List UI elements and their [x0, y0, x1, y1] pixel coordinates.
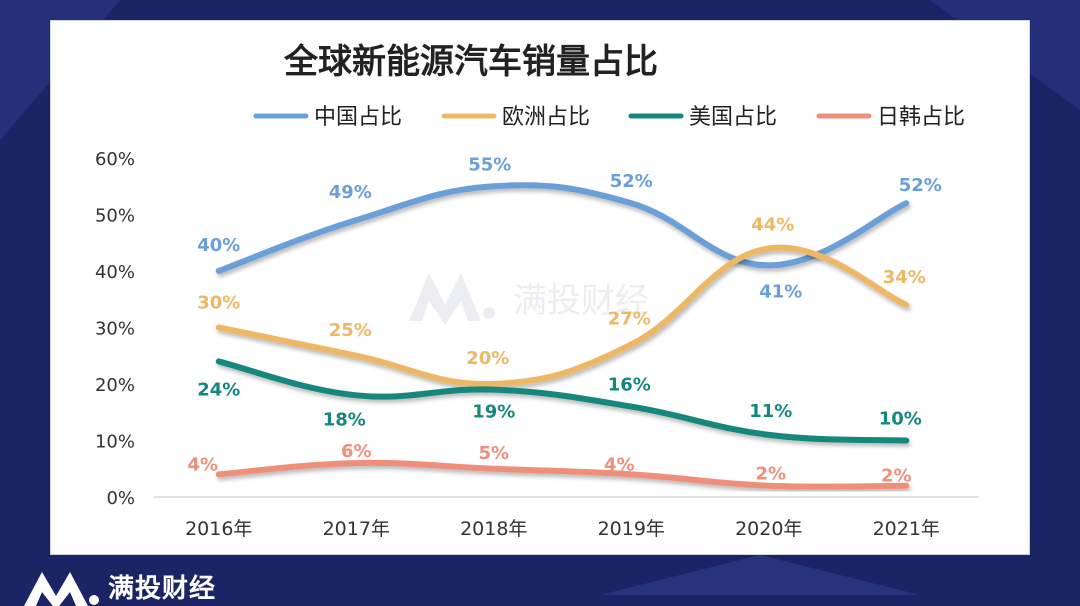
y-tick-label: 10% [95, 432, 135, 453]
legend: 中国占比 欧洲占比 美国占比 日韩占比 [253, 105, 965, 130]
line-chart: 全球新能源汽车销量占比 满投财经 中国占比 欧洲占比 美国占比 日韩占比 0% 10% 2… [95, 42, 979, 540]
watermark: 满投财经 [409, 273, 649, 325]
data-label: 52% [610, 171, 653, 192]
x-tick-label: 2021年 [873, 518, 940, 540]
data-label: 4% [604, 454, 635, 475]
x-tick-label: 2020年 [735, 518, 802, 540]
series-line [215, 244, 910, 388]
y-axis: 0% 10% 20% 30% 40% 50% 60% [95, 149, 135, 509]
legend-label: 美国占比 [689, 105, 777, 130]
data-label: 20% [466, 348, 509, 369]
x-axis: 2016年 2017年 2018年 2019年 2020年 2021年 [154, 496, 979, 540]
data-labels: 40% 49% 55% 52% 41% 52% 30% 25% 20% 27% 44% 34% 24% 1… [187, 154, 941, 486]
data-label: 16% [608, 375, 651, 396]
data-label: 27% [608, 308, 651, 329]
watermark-text: 满投财经 [513, 281, 649, 321]
x-tick-label: 2017年 [323, 518, 390, 540]
data-label: 52% [899, 175, 942, 196]
chart-title: 全球新能源汽车销量占比 [283, 42, 658, 82]
data-label: 4% [187, 454, 218, 475]
data-label: 6% [341, 441, 372, 462]
brand-footer: 满投财经 [22, 566, 216, 606]
series-lines [215, 182, 910, 490]
data-label: 49% [329, 182, 372, 203]
legend-label: 中国占比 [314, 105, 402, 130]
y-tick-label: 50% [95, 206, 135, 227]
data-label: 34% [883, 267, 926, 288]
y-tick-label: 20% [95, 375, 135, 396]
watermark-logo-icon [409, 273, 481, 325]
data-label: 30% [197, 293, 240, 314]
series-line [215, 182, 910, 274]
watermark-logo-dot [483, 307, 495, 319]
data-label: 44% [751, 214, 794, 235]
y-tick-label: 30% [95, 319, 135, 340]
data-label: 55% [468, 154, 511, 175]
data-label: 41% [759, 281, 802, 302]
data-label: 2% [881, 466, 912, 487]
y-tick-label: 0% [106, 488, 135, 509]
x-tick-label: 2016年 [185, 518, 252, 540]
brand-logo-icon [24, 572, 99, 606]
data-label: 19% [472, 402, 515, 423]
series-line [215, 459, 910, 490]
x-tick-label: 2019年 [598, 518, 665, 540]
bg-stripe-bottom [600, 555, 920, 595]
brand-name: 满投财经 [108, 573, 217, 604]
legend-label: 欧洲占比 [502, 105, 590, 130]
y-tick-label: 60% [95, 149, 135, 170]
y-tick-label: 40% [95, 262, 135, 283]
data-label: 40% [197, 235, 240, 256]
data-label: 24% [197, 379, 240, 400]
data-label: 5% [478, 443, 509, 464]
data-label: 25% [329, 320, 372, 341]
x-tick-label: 2018年 [460, 518, 527, 540]
data-label: 11% [749, 401, 792, 422]
chart-card: 全球新能源汽车销量占比 满投财经 中国占比 欧洲占比 美国占比 日韩占比 0% 10% 2… [50, 20, 1030, 555]
data-label: 2% [755, 464, 786, 485]
data-label: 10% [879, 409, 922, 430]
series-line [215, 358, 910, 444]
legend-label: 日韩占比 [877, 105, 965, 130]
data-label: 18% [323, 409, 366, 430]
